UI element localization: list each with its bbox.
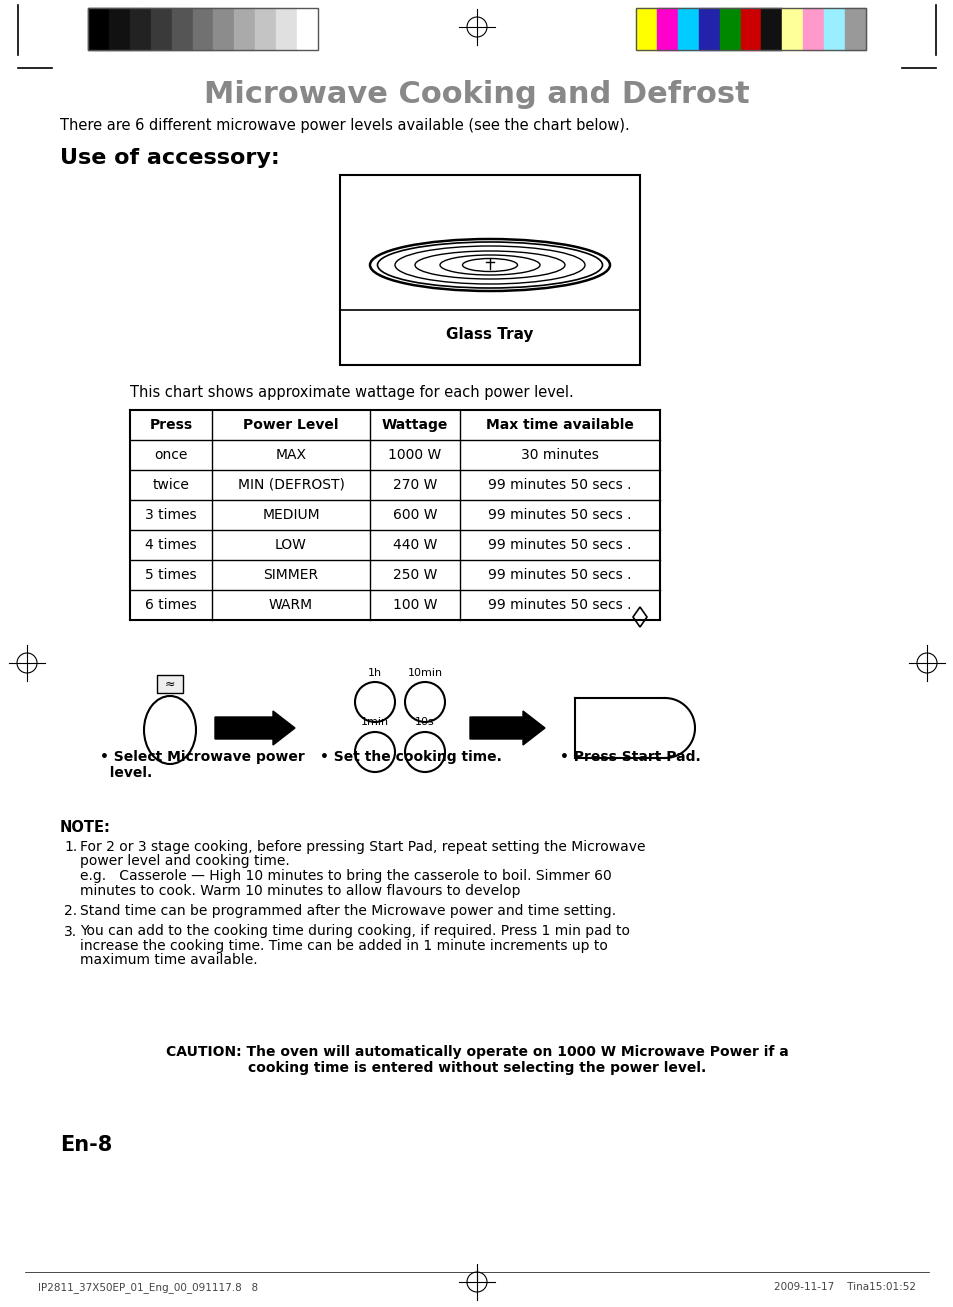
Text: 1000 W: 1000 W — [388, 448, 441, 461]
Text: 600 W: 600 W — [393, 508, 436, 521]
Text: MEDIUM: MEDIUM — [262, 508, 319, 521]
Text: 2009-11-17    Tina15:01:52: 2009-11-17 Tina15:01:52 — [773, 1282, 915, 1293]
Bar — [234, 8, 255, 50]
Text: 2.: 2. — [64, 904, 77, 918]
Text: MAX: MAX — [275, 448, 306, 461]
Text: For 2 or 3 stage cooking, before pressing Start Pad, repeat setting the Microwav: For 2 or 3 stage cooking, before pressin… — [80, 840, 645, 853]
Text: minutes to cook. Warm 10 minutes to allow flavours to develop: minutes to cook. Warm 10 minutes to allo… — [80, 884, 520, 898]
Bar — [636, 8, 657, 50]
Text: • Select Microwave power
  level.: • Select Microwave power level. — [100, 750, 304, 780]
FancyArrow shape — [470, 711, 544, 745]
Text: 99 minutes 50 secs .: 99 minutes 50 secs . — [488, 569, 631, 582]
Text: power level and cooking time.: power level and cooking time. — [80, 855, 290, 868]
Text: MIN (DEFROST): MIN (DEFROST) — [237, 478, 344, 491]
Text: LOW: LOW — [274, 538, 307, 552]
Text: • Set the cooking time.: • Set the cooking time. — [319, 750, 501, 765]
Text: twice: twice — [152, 478, 190, 491]
Text: 270 W: 270 W — [393, 478, 436, 491]
Text: once: once — [154, 448, 188, 461]
Text: 99 minutes 50 secs .: 99 minutes 50 secs . — [488, 478, 631, 491]
Text: Power Level: Power Level — [243, 418, 338, 433]
Text: 99 minutes 50 secs .: 99 minutes 50 secs . — [488, 538, 631, 552]
Bar — [636, 8, 865, 50]
Text: Wattage: Wattage — [381, 418, 448, 433]
Text: 440 W: 440 W — [393, 538, 436, 552]
Bar — [193, 8, 213, 50]
Bar — [802, 8, 823, 50]
Text: NOTE:: NOTE: — [60, 819, 111, 835]
Bar — [151, 8, 172, 50]
Text: 99 minutes 50 secs .: 99 minutes 50 secs . — [488, 599, 631, 612]
Text: This chart shows approximate wattage for each power level.: This chart shows approximate wattage for… — [130, 386, 573, 400]
Text: • Press Start Pad.: • Press Start Pad. — [559, 750, 700, 765]
Text: ≈: ≈ — [165, 677, 175, 690]
Text: 4 times: 4 times — [145, 538, 196, 552]
Text: You can add to the cooking time during cooking, if required. Press 1 min pad to: You can add to the cooking time during c… — [80, 924, 629, 938]
Text: 30 minutes: 30 minutes — [520, 448, 598, 461]
Text: SIMMER: SIMMER — [263, 569, 318, 582]
Bar — [88, 8, 109, 50]
Bar — [339, 175, 639, 365]
Text: WARM: WARM — [269, 599, 313, 612]
Text: Max time available: Max time available — [485, 418, 634, 433]
Bar — [844, 8, 865, 50]
Bar — [698, 8, 719, 50]
Text: 99 minutes 50 secs .: 99 minutes 50 secs . — [488, 508, 631, 521]
Text: 1h: 1h — [368, 668, 381, 678]
Text: Glass Tray: Glass Tray — [446, 328, 533, 342]
Text: increase the cooking time. Time can be added in 1 minute increments up to: increase the cooking time. Time can be a… — [80, 938, 607, 953]
Text: There are 6 different microwave power levels available (see the chart below).: There are 6 different microwave power le… — [60, 118, 629, 133]
Bar — [130, 8, 151, 50]
Bar — [157, 674, 183, 693]
Text: Use of accessory:: Use of accessory: — [60, 148, 279, 169]
Text: 10min: 10min — [407, 668, 442, 678]
Text: 10s: 10s — [415, 718, 435, 727]
Text: IP2811_37X50EP_01_Eng_00_091117.8   8: IP2811_37X50EP_01_Eng_00_091117.8 8 — [38, 1282, 258, 1293]
Text: 1min: 1min — [360, 718, 389, 727]
Text: Microwave Cooking and Defrost: Microwave Cooking and Defrost — [204, 80, 749, 108]
Bar — [172, 8, 193, 50]
Bar — [213, 8, 234, 50]
Bar — [719, 8, 740, 50]
FancyArrow shape — [214, 711, 294, 745]
Bar — [275, 8, 296, 50]
Text: maximum time available.: maximum time available. — [80, 954, 257, 967]
Bar — [760, 8, 781, 50]
Text: e.g.   Casserole — High 10 minutes to bring the casserole to boil. Simmer 60: e.g. Casserole — High 10 minutes to brin… — [80, 869, 611, 884]
Bar — [255, 8, 275, 50]
Bar — [109, 8, 130, 50]
Text: En-8: En-8 — [60, 1134, 112, 1155]
Bar — [657, 8, 678, 50]
Text: 250 W: 250 W — [393, 569, 436, 582]
Text: 100 W: 100 W — [393, 599, 436, 612]
Text: Stand time can be programmed after the Microwave power and time setting.: Stand time can be programmed after the M… — [80, 904, 616, 918]
Text: Press: Press — [150, 418, 193, 433]
Text: 3.: 3. — [64, 924, 77, 938]
Text: 1.: 1. — [64, 840, 77, 853]
Bar — [296, 8, 317, 50]
Text: 3 times: 3 times — [145, 508, 196, 521]
Bar — [781, 8, 802, 50]
Text: 6 times: 6 times — [145, 599, 196, 612]
Bar — [823, 8, 844, 50]
Text: 5 times: 5 times — [145, 569, 196, 582]
Bar — [678, 8, 698, 50]
Text: CAUTION: The oven will automatically operate on 1000 W Microwave Power if a
cook: CAUTION: The oven will automatically ope… — [166, 1046, 787, 1076]
Bar — [88, 8, 317, 50]
Bar — [740, 8, 760, 50]
